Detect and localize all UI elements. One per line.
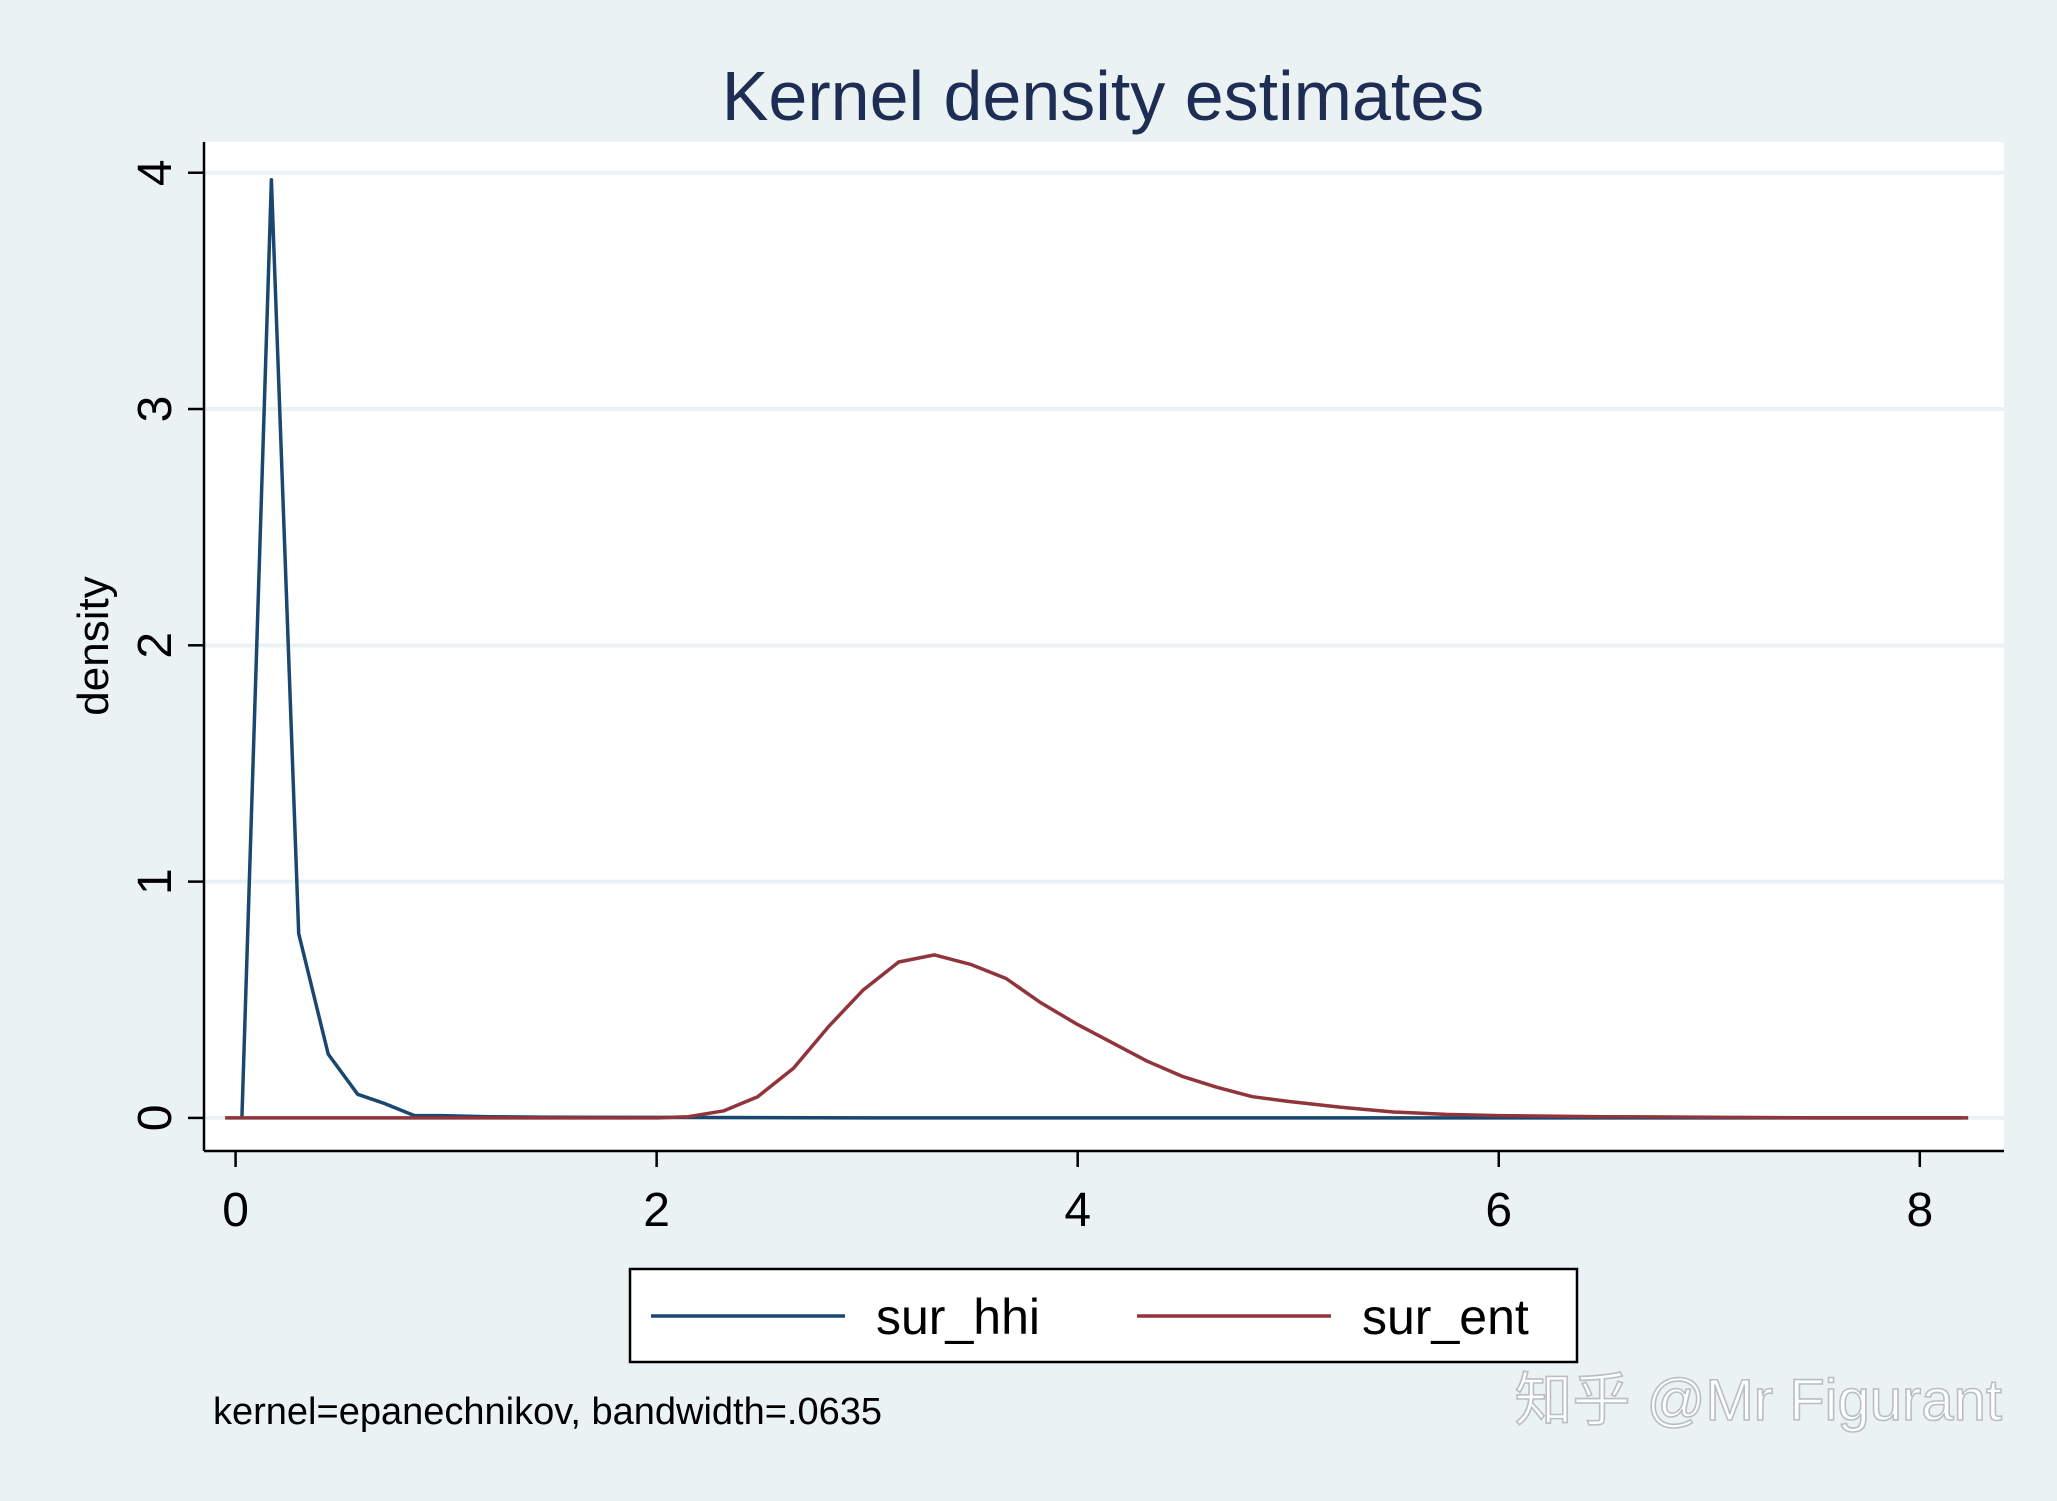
x-tick-label: 2 xyxy=(643,1184,670,1237)
legend-label-sur-ent: sur_ent xyxy=(1362,1289,1529,1345)
y-axis-label: density xyxy=(69,576,118,715)
series-layer xyxy=(225,178,1969,1120)
legend: sur_hhi sur_ent xyxy=(628,1267,1579,1364)
legend-label-sur-hhi: sur_hhi xyxy=(876,1289,1040,1345)
series-line-sur-ent xyxy=(225,953,1969,1120)
x-tick-label: 0 xyxy=(222,1184,249,1237)
x-tick-label: 4 xyxy=(1064,1184,1091,1237)
y-tick-label: 2 xyxy=(129,632,182,659)
x-tick-label: 6 xyxy=(1485,1184,1512,1237)
watermark: 知乎 @Mr Figurant xyxy=(1514,1368,2002,1433)
chart-title: Kernel density estimates xyxy=(722,57,1485,135)
y-tick-label: 1 xyxy=(129,868,182,895)
chart-note: kernel=epanechnikov, bandwidth=.0635 xyxy=(213,1391,882,1433)
ticks-layer: 0 1 2 3 4 0 2 4 6 8 xyxy=(129,159,1933,1237)
x-tick-label: 8 xyxy=(1906,1184,1933,1237)
y-tick-label: 0 xyxy=(129,1105,182,1132)
y-tick-label: 4 xyxy=(129,159,182,186)
y-tick-label: 3 xyxy=(129,396,182,423)
